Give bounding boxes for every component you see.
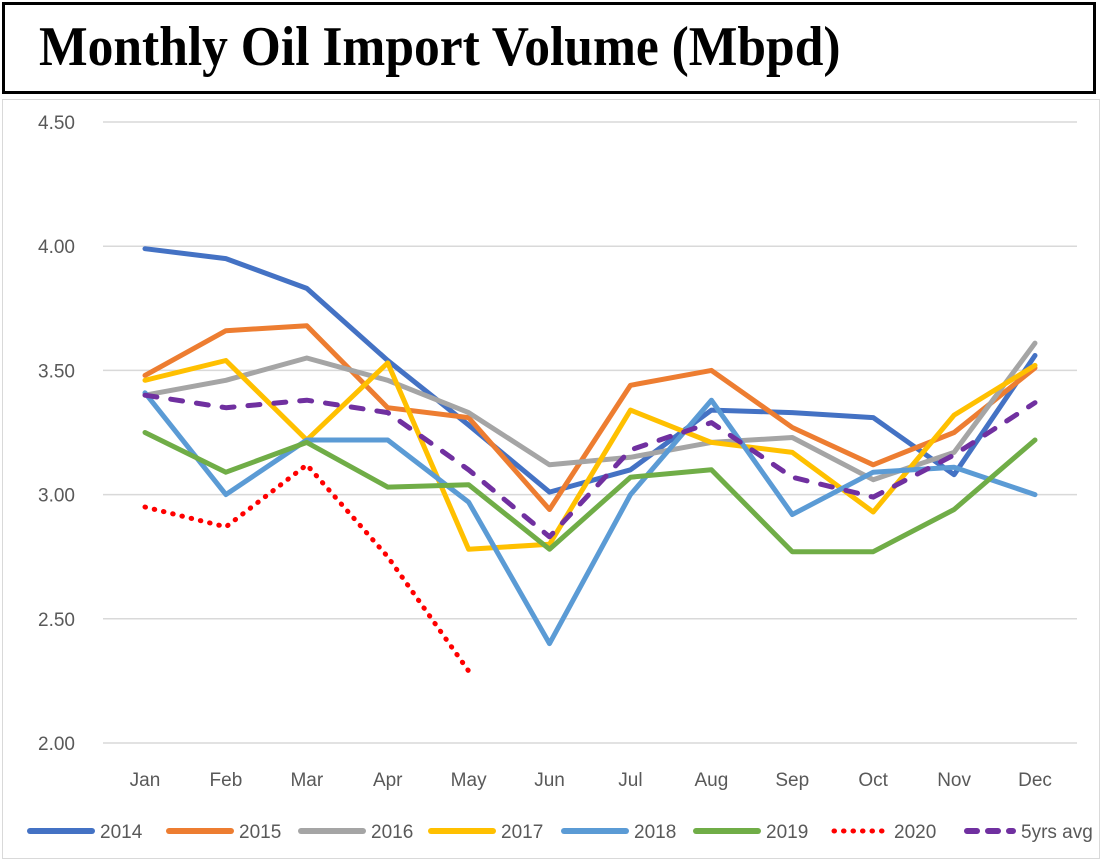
series-lines [142, 246, 1038, 674]
legend-item-2020: 2020 [831, 822, 936, 843]
x-tick-label: Mar [290, 770, 323, 791]
x-tick-label: Jun [534, 770, 565, 791]
legend-label: 2016 [371, 822, 413, 843]
y-tick-label: 2.00 [38, 734, 75, 755]
x-tick-label: Nov [937, 770, 971, 791]
series-line-2015 [142, 323, 1038, 512]
x-axis-tick-labels: Jan Feb Mar Apr May Jun Jul Aug Sep Oct Nov Dec [130, 770, 1052, 791]
legend-item-2017: 2017 [428, 822, 543, 843]
series-line-2016 [142, 340, 1038, 483]
series-line-2017 [142, 358, 1038, 552]
legend-item-2014: 2014 [27, 822, 143, 843]
y-tick-label: 4.50 [38, 113, 75, 134]
x-tick-label: Dec [1018, 770, 1052, 791]
x-tick-label: Feb [210, 770, 243, 791]
legend-label: 2014 [100, 822, 143, 843]
x-tick-label: Oct [858, 770, 888, 791]
y-tick-label: 2.50 [38, 610, 75, 631]
legend-item-2015: 2015 [166, 822, 281, 843]
legend-label: 2017 [501, 822, 543, 843]
gridlines [103, 121, 1077, 744]
legend-label: 2018 [634, 822, 676, 843]
x-tick-label: Apr [373, 770, 403, 791]
x-tick-label: Jul [618, 770, 642, 791]
legend-item-5yrs-avg: 5yrs avg [964, 822, 1093, 843]
y-tick-label: 4.00 [38, 237, 75, 258]
legend-item-2019: 2019 [693, 822, 808, 843]
x-tick-label: May [451, 770, 487, 791]
chart-area [2, 99, 1100, 859]
x-tick-label: Aug [694, 770, 728, 791]
series-line-2018 [142, 390, 1038, 647]
x-tick-label: Jan [130, 770, 161, 791]
series-line-2019 [142, 430, 1038, 555]
series-line-2020 [142, 462, 472, 674]
legend-item-2016: 2016 [298, 822, 413, 843]
y-tick-label: 3.00 [38, 486, 75, 507]
y-tick-label: 3.50 [38, 361, 75, 382]
chart-title: Monthly Oil Import Volume (Mbpd) [39, 16, 841, 78]
legend-label: 5yrs avg [1021, 822, 1093, 843]
legend-label: 2015 [239, 822, 281, 843]
chart-title-box: Monthly Oil Import Volume (Mbpd) [2, 2, 1096, 94]
legend: 2014 2015 2016 2017 2018 2019 2020 5yrs avg [27, 822, 1093, 843]
legend-item-2018: 2018 [561, 822, 676, 843]
legend-label: 2019 [766, 822, 808, 843]
series-line-5yrs-avg [142, 392, 1038, 540]
y-axis-tick-labels: 2.00 2.50 3.00 3.50 4.00 4.50 [38, 113, 75, 755]
legend-label: 2020 [894, 822, 936, 843]
x-tick-label: Sep [775, 770, 809, 791]
